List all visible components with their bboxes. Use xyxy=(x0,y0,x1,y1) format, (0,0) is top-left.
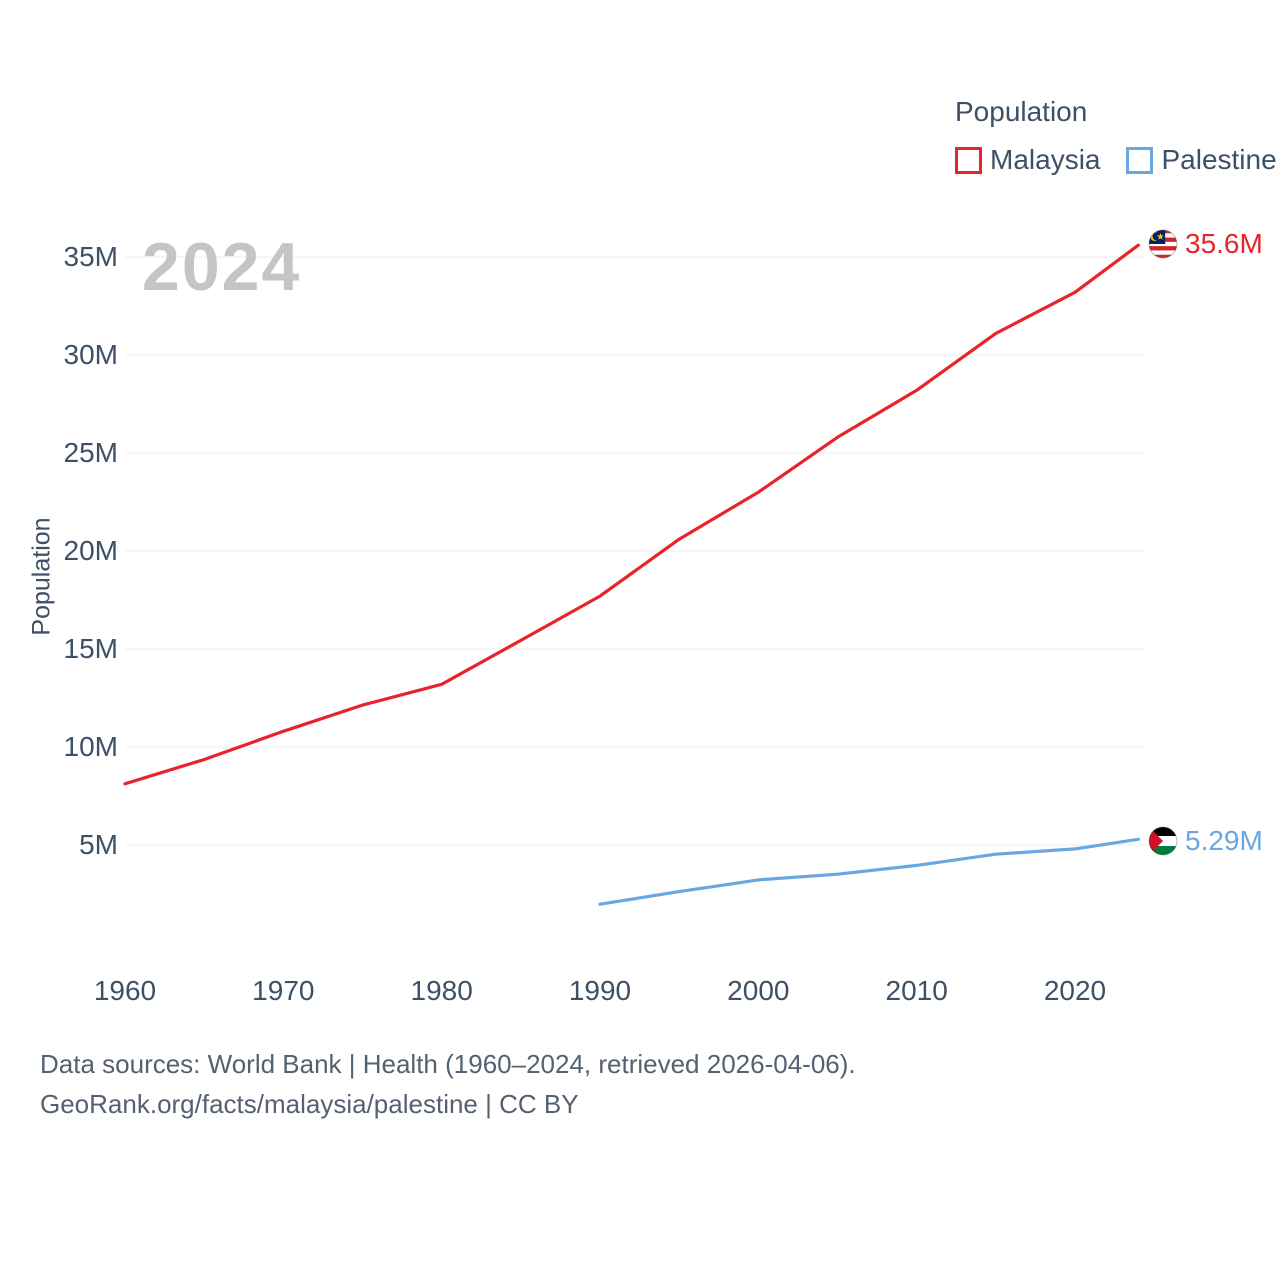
legend-title: Population xyxy=(955,96,1088,127)
end-value-palestine: 5.29M xyxy=(1185,825,1263,856)
y-axis-title: Population xyxy=(27,517,56,636)
y-tick-10M: 10M xyxy=(64,731,118,762)
malaysia-swatch-icon xyxy=(955,146,982,174)
x-tick-2000: 2000 xyxy=(727,975,789,1006)
footer-attribution-link: GeoRank.org/facts/malaysia/palestine | C… xyxy=(40,1089,579,1119)
x-tick-1990: 1990 xyxy=(569,975,631,1006)
y-tick-30M: 30M xyxy=(64,339,118,370)
x-tick-1970: 1970 xyxy=(252,975,314,1006)
series-line-palestine[interactable] xyxy=(598,837,1140,906)
legend-item-malaysia[interactable]: Malaysia xyxy=(955,144,1100,176)
end-label-malaysia: 35.6M xyxy=(1148,228,1263,260)
year-watermark: 2024 xyxy=(142,229,302,305)
x-tick-1980: 1980 xyxy=(411,975,473,1006)
legend-label-palestine: Palestine xyxy=(1161,144,1277,175)
x-tick-1960: 1960 xyxy=(94,975,156,1006)
series-line-malaysia[interactable] xyxy=(123,243,1140,786)
malaysia-flag-icon xyxy=(1148,229,1178,259)
y-tick-35M: 35M xyxy=(64,241,118,272)
legend-item-palestine[interactable]: Palestine xyxy=(1126,144,1277,176)
legend-label-malaysia: Malaysia xyxy=(990,144,1101,175)
end-label-palestine: 5.29M xyxy=(1148,825,1263,857)
footer-data-sources: Data sources: World Bank | Health (1960–… xyxy=(40,1049,856,1079)
y-tick-20M: 20M xyxy=(64,535,118,566)
y-tick-25M: 25M xyxy=(64,437,118,468)
x-tick-2020: 2020 xyxy=(1044,975,1106,1006)
palestine-flag-icon xyxy=(1148,826,1178,856)
palestine-swatch-icon xyxy=(1126,146,1154,174)
legend-items: Malaysia Palestine xyxy=(955,144,1277,176)
end-value-malaysia: 35.6M xyxy=(1185,228,1263,259)
y-tick-5M: 5M xyxy=(79,829,118,860)
y-tick-15M: 15M xyxy=(64,633,118,664)
x-tick-2010: 2010 xyxy=(886,975,948,1006)
legend: Population Malaysia Palestine xyxy=(955,96,1277,176)
footer: Data sources: World Bank | Health (1960–… xyxy=(40,1044,856,1124)
